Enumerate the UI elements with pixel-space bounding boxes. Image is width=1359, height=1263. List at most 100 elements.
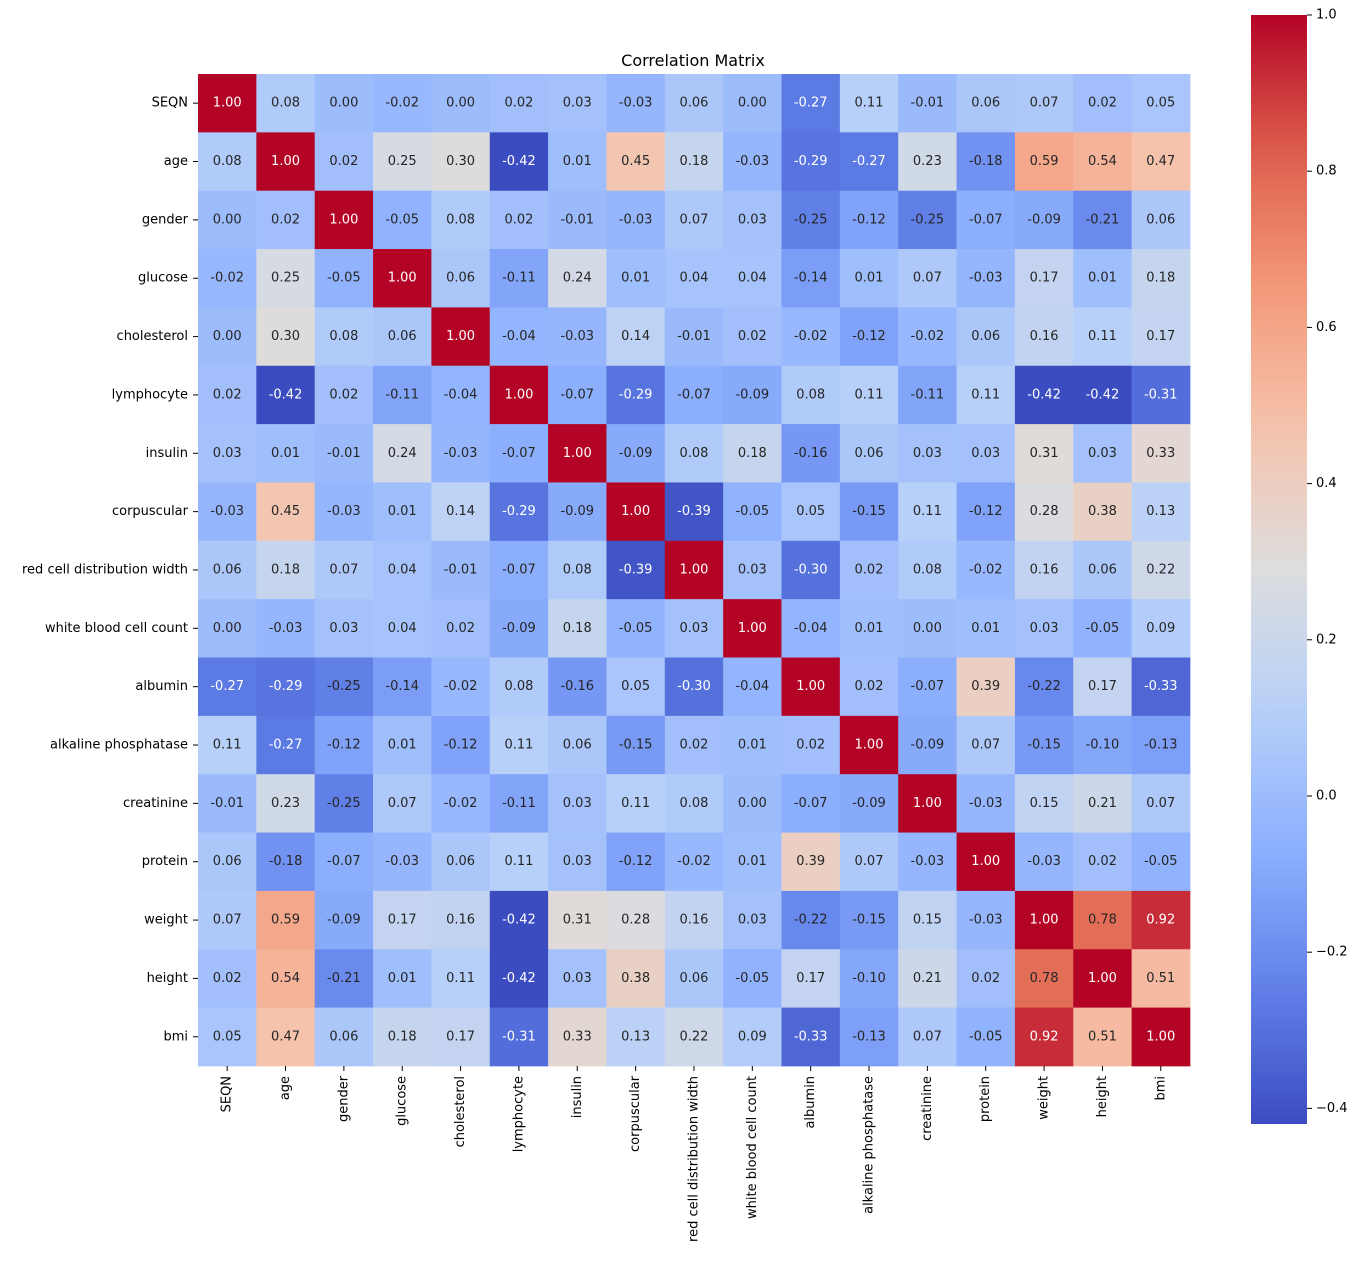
heatmap-cell-label: -0.25 <box>794 212 828 227</box>
heatmap-cell-label: -0.31 <box>502 1029 536 1044</box>
heatmap-cell <box>256 540 316 600</box>
heatmap-cell-label: -0.29 <box>794 154 828 169</box>
heatmap-cell <box>1073 657 1132 717</box>
heatmap-cell <box>606 190 666 250</box>
heatmap-cell-label: -0.01 <box>444 562 478 577</box>
heatmap-cell <box>606 657 666 717</box>
heatmap-cell <box>1073 1007 1132 1067</box>
heatmap-cell <box>256 365 316 425</box>
heatmap-cell-label: 1.00 <box>213 96 242 111</box>
heatmap-cell-label: 0.54 <box>271 971 300 986</box>
heatmap-cell <box>956 774 1016 833</box>
heatmap-cell <box>198 657 257 717</box>
heatmap-cell <box>956 657 1016 717</box>
colorbar-tick-label: 0.4 <box>1316 476 1337 491</box>
heatmap-cell-label: 0.11 <box>855 387 884 402</box>
heatmap-cell <box>898 132 957 192</box>
heatmap-cell-label: 0.09 <box>738 1029 767 1044</box>
heatmap-cell <box>723 424 782 483</box>
heatmap-cell-label: 0.59 <box>271 913 300 928</box>
heatmap-cell <box>431 249 491 308</box>
heatmap-cell-label: 0.31 <box>1030 446 1059 461</box>
heatmap-cell-label: -0.33 <box>1144 679 1178 694</box>
colorbar-tick-label: −0.4 <box>1316 1101 1348 1116</box>
heatmap-cell-label: 0.04 <box>388 621 417 636</box>
heatmap-cell <box>373 949 432 1008</box>
heatmap-cell-label: 1.00 <box>621 504 650 519</box>
heatmap-cell <box>431 890 491 950</box>
heatmap-cell <box>781 249 841 308</box>
heatmap-cell <box>198 365 257 425</box>
heatmap-cell <box>723 657 782 717</box>
heatmap-cell <box>898 249 957 308</box>
heatmap-cell <box>373 774 432 833</box>
heatmap-cell <box>489 307 549 367</box>
heatmap-cell-label: 0.03 <box>213 446 242 461</box>
heatmap-cell <box>489 540 549 600</box>
heatmap-cell <box>664 482 724 542</box>
heatmap-cell <box>839 540 899 600</box>
heatmap-cell <box>256 949 316 1008</box>
heatmap-cell-label: 0.00 <box>446 96 475 111</box>
heatmap-cell <box>1131 832 1191 892</box>
heatmap-cell-label: -0.02 <box>794 329 828 344</box>
heatmap-cell-label: 0.18 <box>388 1029 417 1044</box>
heatmap-cell-label: -0.03 <box>327 504 361 519</box>
heatmap-cell-label: -0.03 <box>385 854 419 869</box>
heatmap-cell-label: 0.02 <box>504 96 533 111</box>
heatmap-cell-label: 0.04 <box>738 271 767 286</box>
heatmap-cell-label: -0.07 <box>911 679 945 694</box>
heatmap-cell <box>198 74 257 133</box>
heatmap-cell <box>839 74 899 133</box>
heatmap-cell <box>664 949 724 1008</box>
heatmap-cell <box>1014 1007 1074 1067</box>
heatmap-cell-label: 0.30 <box>271 329 300 344</box>
heatmap-cell-label: 0.01 <box>738 738 767 753</box>
heatmap-cell-label: 0.59 <box>1030 154 1059 169</box>
heatmap-cell-label: -0.31 <box>1144 387 1178 402</box>
heatmap-cell-label: -0.25 <box>327 679 361 694</box>
heatmap-cell <box>1131 132 1191 192</box>
heatmap-cell <box>606 482 666 542</box>
heatmap-cell <box>781 890 841 950</box>
heatmap-cell <box>431 657 491 717</box>
heatmap-cell <box>1014 424 1074 483</box>
heatmap-cell <box>781 190 841 250</box>
heatmap-cell-label: 1.00 <box>446 329 475 344</box>
heatmap-cell-label: -0.04 <box>502 329 536 344</box>
heatmap-cell <box>664 715 724 775</box>
heatmap-cell <box>256 482 316 542</box>
heatmap-cell-label: -0.11 <box>911 387 945 402</box>
heatmap-cell <box>314 482 374 542</box>
heatmap-cell <box>198 424 257 483</box>
heatmap-cell <box>489 715 549 775</box>
heatmap-cell-label: 0.18 <box>738 446 767 461</box>
heatmap-cell <box>664 599 724 658</box>
heatmap-cell-label: -0.05 <box>735 971 769 986</box>
heatmap-cell-label: -0.13 <box>1144 738 1178 753</box>
column-label: insulin <box>570 1076 585 1118</box>
heatmap-cell-label: -0.30 <box>794 562 828 577</box>
heatmap-cell <box>1073 599 1132 658</box>
heatmap-cell <box>1131 190 1191 250</box>
row-label: bmi <box>163 1029 188 1044</box>
heatmap-cell <box>664 190 724 250</box>
heatmap-cell <box>898 774 957 833</box>
heatmap-cell <box>314 190 374 250</box>
heatmap-cell-label: 0.23 <box>271 796 300 811</box>
heatmap-cell <box>431 774 491 833</box>
heatmap-cell <box>839 890 899 950</box>
heatmap-cell-label: -0.02 <box>677 854 711 869</box>
heatmap-cell-label: 0.07 <box>329 562 358 577</box>
heatmap-cell-label: 0.02 <box>679 738 708 753</box>
heatmap-cell-label: 0.02 <box>855 562 884 577</box>
heatmap-cell <box>723 482 782 542</box>
heatmap-cell <box>431 482 491 542</box>
heatmap-cell <box>781 832 841 892</box>
heatmap-cell <box>781 540 841 600</box>
heatmap-cell <box>548 1007 607 1067</box>
heatmap-cell <box>898 949 957 1008</box>
heatmap-cell-label: 0.11 <box>855 96 884 111</box>
heatmap-cell <box>314 249 374 308</box>
heatmap-cell-label: 0.11 <box>504 854 533 869</box>
